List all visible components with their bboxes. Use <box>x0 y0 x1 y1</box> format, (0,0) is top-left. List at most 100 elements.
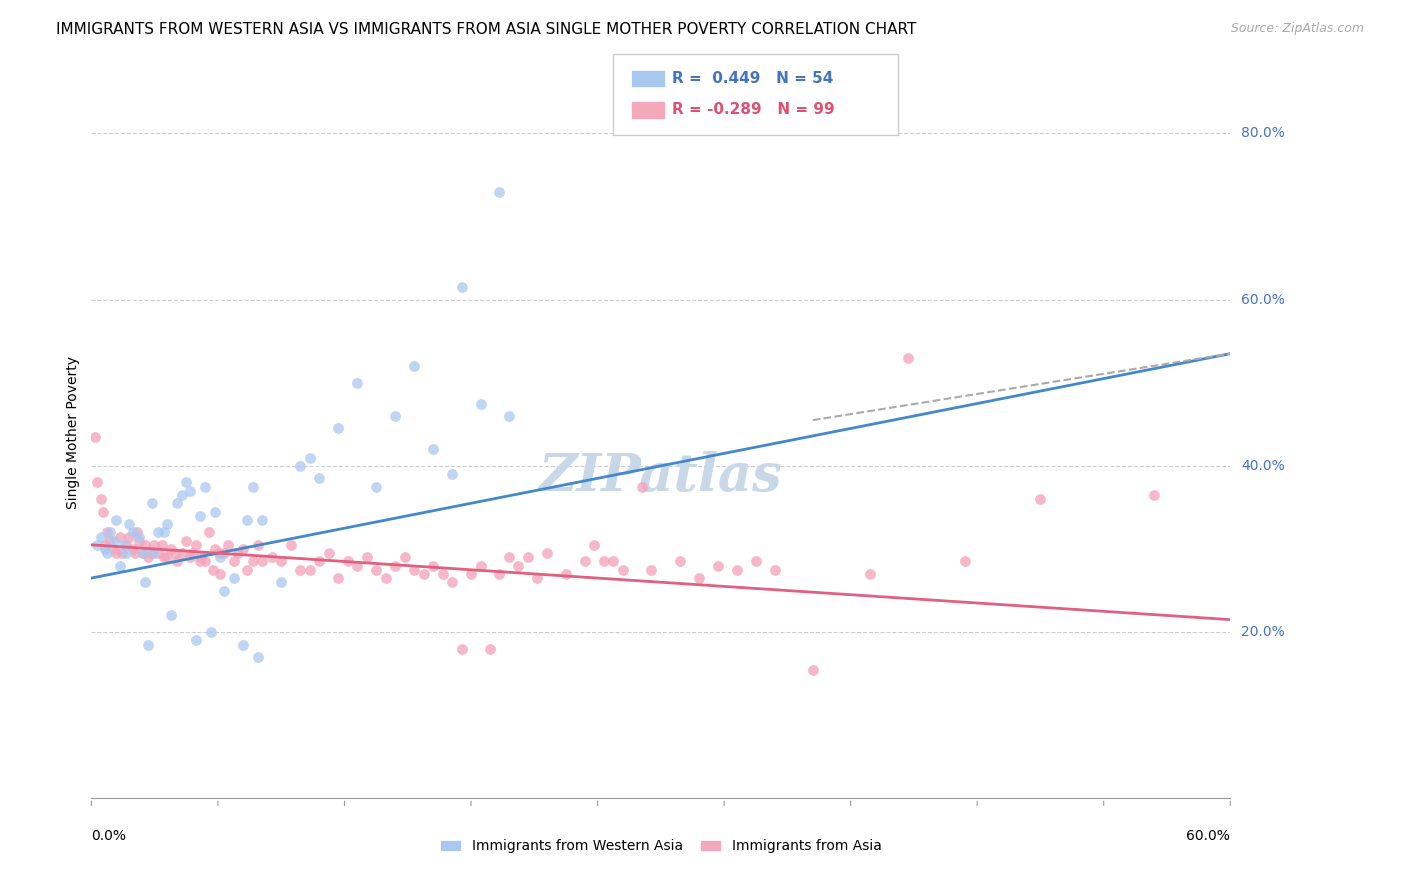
Text: 40.0%: 40.0% <box>1241 458 1285 473</box>
Point <box>131 546 153 560</box>
Point <box>143 546 166 560</box>
Point <box>118 529 141 543</box>
Point <box>179 483 201 498</box>
Point <box>1029 492 1052 507</box>
Point <box>84 430 107 444</box>
Point <box>394 550 416 565</box>
Text: 60.0%: 60.0% <box>1187 829 1230 843</box>
Point <box>184 538 207 552</box>
Point <box>152 525 174 540</box>
Point <box>1143 488 1166 502</box>
Point <box>280 538 302 552</box>
Point <box>364 480 387 494</box>
Point <box>232 541 254 556</box>
Point <box>118 516 141 531</box>
Point <box>404 359 426 373</box>
Point <box>114 538 136 552</box>
Point <box>374 571 396 585</box>
Point <box>226 546 249 560</box>
Point <box>141 496 163 510</box>
Point <box>112 538 135 552</box>
Point <box>384 409 406 423</box>
Point <box>336 554 359 568</box>
Point <box>298 563 321 577</box>
Point <box>290 458 312 473</box>
Point <box>488 566 510 581</box>
Point <box>488 185 510 199</box>
Point <box>188 554 211 568</box>
Point <box>612 563 634 577</box>
Point <box>174 533 197 548</box>
Point <box>201 563 224 577</box>
Point <box>346 558 368 573</box>
Point <box>222 554 245 568</box>
Point <box>131 546 153 560</box>
Point <box>364 563 387 577</box>
Text: R =  0.449   N = 54: R = 0.449 N = 54 <box>672 71 834 86</box>
Point <box>98 525 121 540</box>
Point <box>308 554 330 568</box>
Point <box>122 525 145 540</box>
Point <box>179 550 201 565</box>
Point <box>214 546 236 560</box>
Point <box>141 546 163 560</box>
Point <box>242 554 264 568</box>
Point <box>763 563 786 577</box>
Point <box>707 558 730 573</box>
Point <box>146 525 169 540</box>
Point <box>143 538 166 552</box>
Point <box>200 625 222 640</box>
Text: 60.0%: 60.0% <box>1241 293 1285 307</box>
Point <box>460 566 482 581</box>
Point <box>93 541 115 556</box>
Point <box>688 571 710 585</box>
Point <box>98 533 121 548</box>
Point <box>247 538 270 552</box>
Point <box>441 467 464 482</box>
Point <box>152 550 174 565</box>
Point <box>422 442 444 457</box>
Point <box>128 529 150 543</box>
Point <box>181 546 204 560</box>
Point <box>214 583 236 598</box>
Point <box>166 554 188 568</box>
Point <box>270 575 292 590</box>
Point <box>163 546 186 560</box>
Point <box>103 541 125 556</box>
Point <box>498 409 520 423</box>
Point <box>207 546 229 560</box>
Point <box>194 554 217 568</box>
Point <box>308 471 330 485</box>
Point <box>209 566 232 581</box>
Point <box>204 541 226 556</box>
Point <box>160 608 183 623</box>
Text: ZIPatlas: ZIPatlas <box>538 451 783 502</box>
Point <box>217 538 239 552</box>
Point <box>209 550 232 565</box>
Point <box>326 421 349 435</box>
Point <box>356 550 378 565</box>
Point <box>166 496 188 510</box>
Point <box>90 492 112 507</box>
Text: 20.0%: 20.0% <box>1241 625 1285 639</box>
Point <box>124 546 146 560</box>
Point <box>172 546 194 560</box>
Point <box>134 538 156 552</box>
Point <box>669 554 692 568</box>
Point <box>250 554 273 568</box>
Point <box>190 550 212 565</box>
Point <box>93 538 115 552</box>
Point <box>602 554 624 568</box>
Point <box>160 541 183 556</box>
Point <box>96 525 118 540</box>
Point <box>536 546 558 560</box>
Point <box>554 566 576 581</box>
Point <box>640 563 662 577</box>
Point <box>138 550 160 565</box>
Text: Source: ZipAtlas.com: Source: ZipAtlas.com <box>1230 22 1364 36</box>
Point <box>122 541 145 556</box>
Point <box>498 550 520 565</box>
Point <box>91 505 114 519</box>
Point <box>422 558 444 573</box>
Point <box>86 475 108 490</box>
